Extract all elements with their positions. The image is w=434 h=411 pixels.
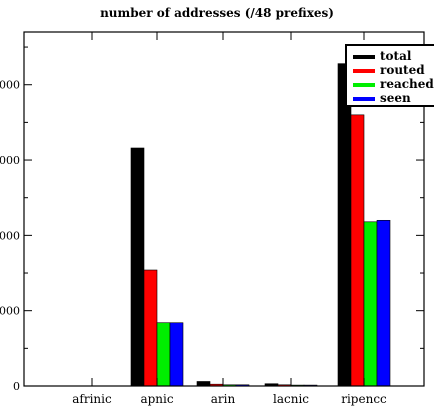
y-tick-label-20000: 20000 — [0, 79, 20, 92]
bar-seen-apnic — [169, 322, 184, 387]
x-tick-label-ripencc: ripencc — [341, 392, 387, 406]
legend-label-reached: reached — [380, 77, 434, 91]
bar-reached-ripencc — [363, 221, 378, 387]
bar-routed-ripencc — [350, 114, 365, 387]
chart-title: number of addresses (/48 prefixes) — [100, 6, 334, 20]
bar-reached-apnic — [156, 322, 171, 387]
legend-swatch-total — [353, 54, 375, 59]
y-tick-label-0: 0 — [13, 380, 20, 393]
legend-item-routed: routed — [353, 64, 425, 77]
y-tick-label-10000: 10000 — [0, 229, 20, 242]
legend-swatch-reached — [353, 82, 375, 87]
x-tick-label-lacnic: lacnic — [273, 392, 309, 406]
bar-total-ripencc — [337, 63, 352, 387]
legend-label-total: total — [380, 49, 412, 63]
legend-swatch-seen — [353, 96, 375, 101]
y-tick-label-15000: 15000 — [0, 154, 20, 167]
bar-routed-apnic — [143, 269, 158, 387]
legend-swatch-routed — [353, 68, 375, 73]
legend-label-seen: seen — [380, 91, 411, 105]
bars-layer — [130, 63, 391, 387]
bar-total-arin — [196, 381, 211, 387]
x-tick-label-arin: arin — [211, 392, 236, 406]
y-tick-label-5000: 5000 — [0, 305, 20, 318]
legend-item-total: total — [353, 50, 411, 63]
bar-seen-ripencc — [376, 219, 391, 387]
chart-legend: total routed reached seen — [345, 44, 434, 107]
legend-item-reached: reached — [353, 78, 434, 91]
legend-item-seen: seen — [353, 92, 411, 105]
x-tick-label-afrinic: afrinic — [72, 392, 112, 406]
plot-frame — [23, 31, 425, 387]
legend-label-routed: routed — [380, 63, 425, 77]
bar-total-apnic — [130, 147, 145, 387]
axes-layer: 0 5000 10000 15000 20000 afrinic apnic arin lacn… — [0, 31, 425, 406]
x-tick-label-apnic: apnic — [140, 392, 173, 406]
